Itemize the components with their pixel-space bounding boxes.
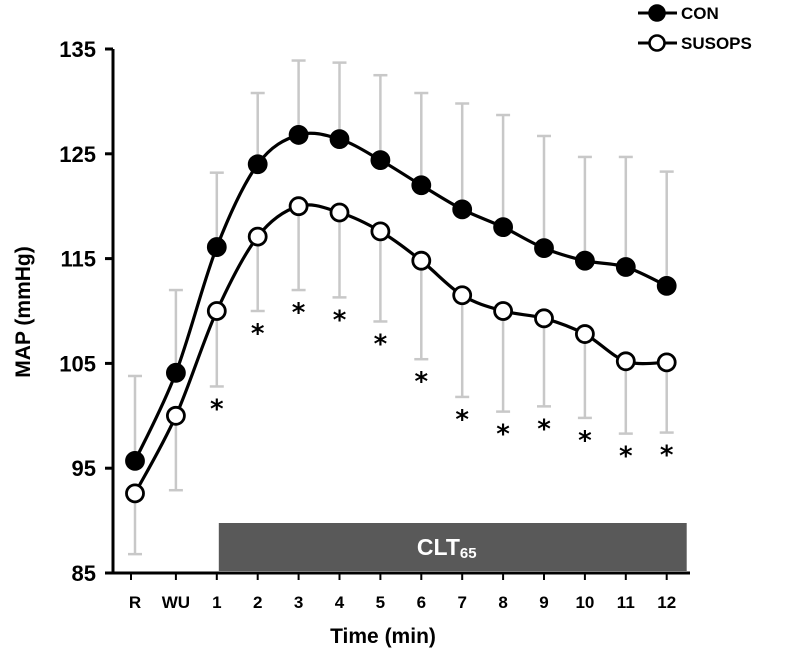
x-tick-label: 4 <box>335 593 345 612</box>
x-tick-label: 12 <box>657 593 676 612</box>
annotation-layer: CLT65 <box>218 523 687 571</box>
x-tick-label: 8 <box>498 593 507 612</box>
y-tick-label: 115 <box>61 247 97 272</box>
significance-star: * <box>660 441 674 471</box>
con-point <box>206 237 227 257</box>
x-tick-label: WU <box>162 593 190 612</box>
y-tick-label: 95 <box>72 456 96 481</box>
con-point <box>165 362 186 383</box>
susops-point <box>247 226 268 247</box>
data-points <box>125 125 677 504</box>
susops-point <box>165 405 186 426</box>
significance-star: * <box>455 405 469 435</box>
significance-star: * <box>292 298 306 328</box>
significance-markers: * * * * * * * * * * * * <box>210 298 674 472</box>
x-axis-title: Time (min) <box>330 625 436 648</box>
con-point <box>329 129 350 150</box>
y-tick-label: 125 <box>59 142 96 167</box>
significance-star: * <box>496 420 510 450</box>
x-tick-label: 11 <box>617 593 635 612</box>
susops-point <box>452 285 473 306</box>
legend-label-con: CON <box>681 4 719 23</box>
susops-point <box>575 324 595 344</box>
y-tick-label: 105 <box>59 351 96 376</box>
susops-point <box>534 308 554 329</box>
x-tick-label: 6 <box>417 593 426 612</box>
con-point <box>411 175 432 196</box>
x-tick-label: 2 <box>253 593 262 612</box>
clt-annotation-label: CLT65 <box>417 534 477 562</box>
significance-star: * <box>251 319 265 349</box>
con-point <box>452 199 473 220</box>
x-tick-label: 9 <box>539 593 548 612</box>
susops-point <box>206 301 227 321</box>
legend-marker <box>648 4 666 22</box>
clt-label-main: CLT <box>417 534 460 560</box>
con-point <box>247 154 268 175</box>
susops-point <box>656 352 677 373</box>
significance-star: * <box>619 442 633 472</box>
con-point <box>493 217 514 238</box>
y-axis-title: MAP (mmHg) <box>12 246 35 377</box>
susops-point <box>370 221 391 242</box>
x-tick-label: 7 <box>457 593 466 612</box>
significance-star: * <box>537 414 551 444</box>
x-tick-label: 1 <box>212 593 221 612</box>
con-point <box>125 450 145 471</box>
susops-point <box>329 202 350 223</box>
con-point <box>370 150 391 170</box>
susops-point <box>615 351 636 372</box>
legend-label-susops: SUSOPS <box>681 34 752 53</box>
significance-star: * <box>578 426 592 456</box>
x-tick-label: 5 <box>376 593 385 612</box>
error-bars <box>128 59 674 556</box>
significance-star: * <box>414 367 428 397</box>
clt-annotation-bar <box>218 523 687 571</box>
y-tick-label: 135 <box>59 37 96 62</box>
legend-marker <box>648 34 666 52</box>
con-point <box>534 238 554 259</box>
x-tick-label: 3 <box>294 593 303 612</box>
clt-label-subscript: 65 <box>460 545 477 562</box>
con-point <box>656 275 677 296</box>
significance-star: * <box>374 329 388 359</box>
susops-point <box>125 483 145 504</box>
significance-star: * <box>333 305 347 335</box>
con-point <box>575 250 595 271</box>
legend: CON SUSOPS <box>638 4 752 53</box>
con-point <box>288 125 309 145</box>
susops-point <box>288 196 309 217</box>
significance-star: * <box>210 394 224 424</box>
susops-point <box>411 250 432 271</box>
x-tick-label: R <box>129 593 141 612</box>
susops-point <box>493 301 514 321</box>
con-point <box>615 257 636 277</box>
x-tick-label: 10 <box>575 593 594 612</box>
y-tick-label: 85 <box>72 561 96 586</box>
